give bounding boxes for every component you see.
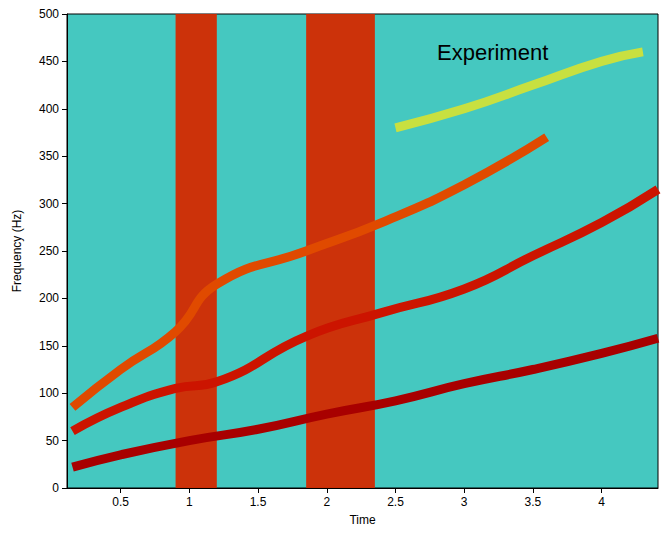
svg-text:3.5: 3.5 — [525, 495, 542, 509]
svg-text:1.5: 1.5 — [250, 495, 267, 509]
svg-text:50: 50 — [46, 434, 60, 448]
svg-text:2: 2 — [323, 495, 330, 509]
svg-text:350: 350 — [39, 149, 59, 163]
svg-text:Experiment: Experiment — [437, 40, 548, 65]
svg-text:300: 300 — [39, 197, 59, 211]
svg-text:450: 450 — [39, 54, 59, 68]
svg-text:Frequency (Hz): Frequency (Hz) — [10, 210, 24, 293]
svg-text:400: 400 — [39, 102, 59, 116]
svg-text:Time: Time — [349, 513, 376, 527]
svg-text:100: 100 — [39, 386, 59, 400]
svg-text:150: 150 — [39, 339, 59, 353]
svg-text:500: 500 — [39, 7, 59, 21]
svg-text:2.5: 2.5 — [387, 495, 404, 509]
svg-text:4: 4 — [598, 495, 605, 509]
svg-text:3: 3 — [461, 495, 468, 509]
svg-text:250: 250 — [39, 244, 59, 258]
svg-text:0: 0 — [52, 481, 59, 495]
svg-text:0.5: 0.5 — [112, 495, 129, 509]
svg-text:200: 200 — [39, 291, 59, 305]
svg-text:1: 1 — [186, 495, 193, 509]
